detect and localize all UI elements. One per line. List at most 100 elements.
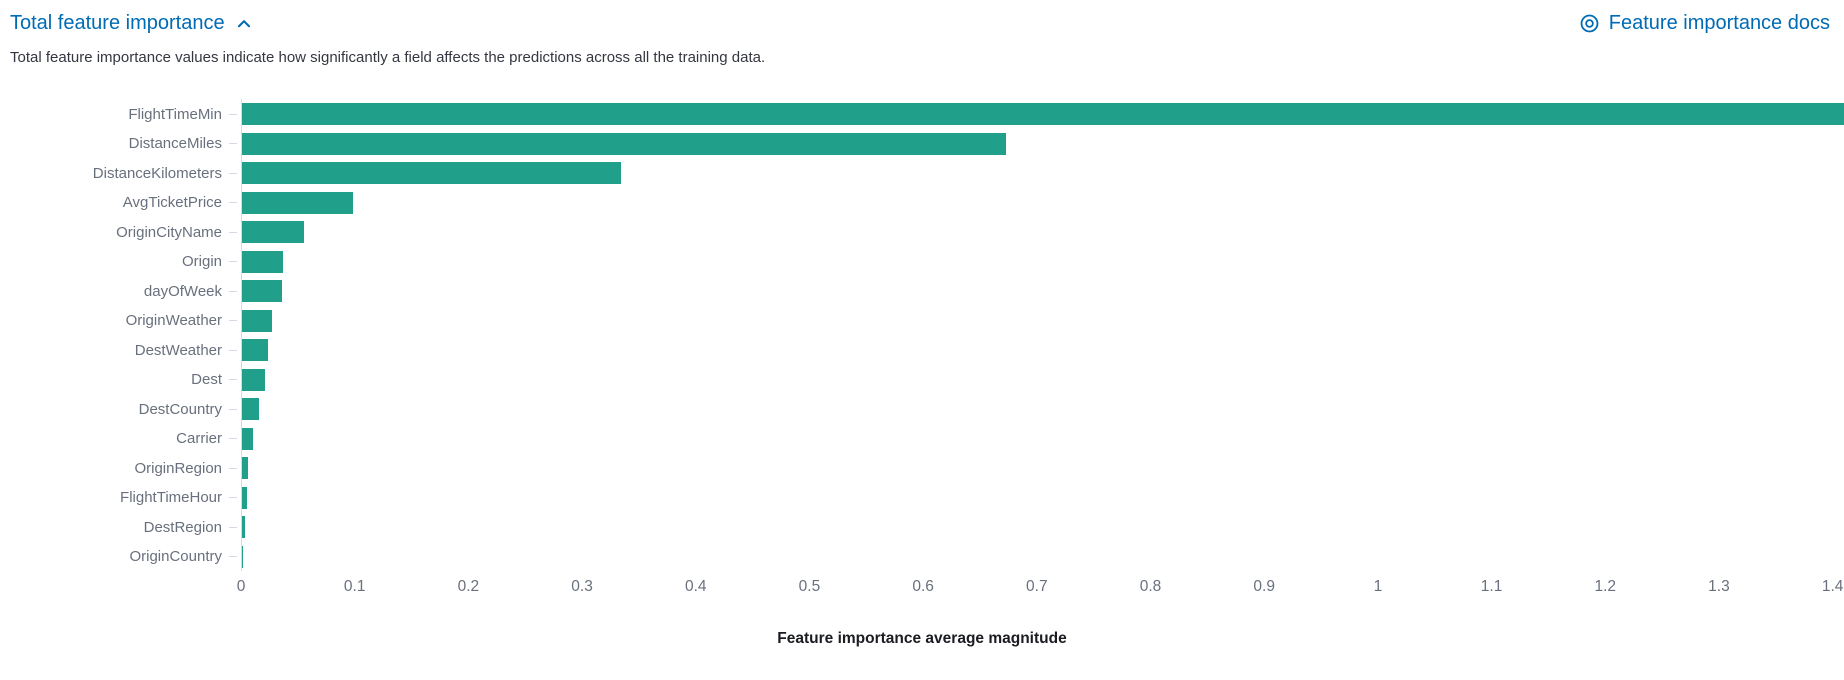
feature-importance-docs-link[interactable]: Feature importance docs xyxy=(1579,12,1830,35)
x-tick-label: 0.6 xyxy=(912,578,934,596)
feature-importance-chart: FlightTimeMin DistanceMiles DistanceKilome… xyxy=(0,99,1844,648)
chevron-up-icon xyxy=(235,15,253,33)
bar-row: Carrier xyxy=(0,423,1844,454)
bar-row: DistanceMiles xyxy=(0,128,1844,159)
x-axis: 0 0.1 0.2 0.3 0.4 0.5 0.6 0.7 0.8 0.9 1 1.1 1.2 1.3 1.… xyxy=(237,578,1844,600)
category-tick-mark xyxy=(229,202,237,203)
category-label: Dest xyxy=(191,371,222,388)
row-plot xyxy=(241,541,1844,572)
row-plot xyxy=(241,335,1844,365)
bar-row: OriginCountry xyxy=(0,541,1844,572)
importance-bar[interactable] xyxy=(242,221,305,243)
row-plot xyxy=(241,99,1844,129)
x-tick-label: 0.5 xyxy=(798,578,821,596)
importance-bar[interactable] xyxy=(242,486,247,509)
row-plot xyxy=(241,158,1844,188)
category-tick-mark xyxy=(229,526,237,528)
bar-row: FlightTimeHour xyxy=(0,482,1844,513)
category-tick-mark xyxy=(229,467,237,469)
docs-link-label: Feature importance docs xyxy=(1608,12,1830,34)
x-tick-label: 0.2 xyxy=(457,578,480,596)
category-tick-mark xyxy=(229,261,237,262)
category-label: AvgTicketPrice xyxy=(122,194,222,211)
bar-row: DestRegion xyxy=(0,512,1844,542)
importance-bar[interactable] xyxy=(242,457,248,479)
importance-bar[interactable] xyxy=(242,368,265,391)
importance-bar[interactable] xyxy=(242,339,269,361)
category-tick-mark xyxy=(229,556,237,557)
row-plot xyxy=(241,482,1844,513)
x-tick-label: 0.1 xyxy=(343,578,366,596)
x-tick-label: 1.2 xyxy=(1594,578,1617,596)
row-plot xyxy=(241,305,1844,336)
x-tick-label: 0 xyxy=(236,578,246,596)
importance-bar[interactable] xyxy=(242,516,246,538)
category-tick-mark xyxy=(229,438,237,439)
section-collapse-toggle[interactable]: Total feature importance xyxy=(10,12,253,35)
category-label: DestCountry xyxy=(138,400,222,418)
bar-row: AvgTicketPrice xyxy=(0,187,1844,218)
bar-row: DestCountry xyxy=(0,394,1844,424)
category-tick-mark xyxy=(229,231,237,233)
x-tick-label: 1 xyxy=(1373,578,1383,596)
importance-bar[interactable] xyxy=(242,309,272,332)
category-label: FlightTimeHour xyxy=(120,489,222,506)
bar-row: dayOfWeek xyxy=(0,276,1844,306)
category-tick-mark xyxy=(229,320,237,321)
category-label: DistanceMiles xyxy=(128,135,222,152)
row-plot xyxy=(241,187,1844,218)
x-axis-title: Feature importance average magnitude xyxy=(777,630,1067,648)
importance-bar[interactable] xyxy=(242,280,282,302)
category-tick-mark xyxy=(229,172,237,174)
importance-bar[interactable] xyxy=(242,162,622,184)
row-plot xyxy=(241,394,1844,424)
section-title: Total feature importance xyxy=(10,12,225,34)
category-label: DestRegion xyxy=(143,518,222,536)
bar-rows: FlightTimeMin DistanceMiles DistanceKilome… xyxy=(0,99,1844,572)
category-label: dayOfWeek xyxy=(143,282,222,300)
category-label: Carrier xyxy=(176,430,222,447)
row-plot xyxy=(241,423,1844,454)
category-tick-mark xyxy=(229,290,237,292)
category-label: OriginCountry xyxy=(129,548,222,565)
category-label: OriginWeather xyxy=(125,312,222,329)
category-label: FlightTimeMin xyxy=(128,105,222,123)
category-label: OriginRegion xyxy=(134,459,222,477)
category-tick-mark xyxy=(229,379,237,380)
importance-bar[interactable] xyxy=(242,132,1006,155)
x-tick-label: 0.9 xyxy=(1253,578,1275,596)
importance-bar[interactable] xyxy=(242,103,1844,125)
row-plot xyxy=(241,246,1844,277)
bar-row: Origin xyxy=(0,246,1844,277)
bar-row: OriginWeather xyxy=(0,305,1844,336)
category-tick-mark xyxy=(229,497,237,498)
bar-row: OriginRegion xyxy=(0,453,1844,483)
x-tick-label: 0.3 xyxy=(571,578,593,596)
x-tick-label: 0.8 xyxy=(1139,578,1162,596)
importance-bar[interactable] xyxy=(242,545,244,568)
x-tick-label: 0.7 xyxy=(1026,578,1048,596)
row-plot xyxy=(241,128,1844,159)
importance-bar[interactable] xyxy=(242,398,260,420)
x-tick-label: 0.4 xyxy=(684,578,707,596)
panel-header: Total feature importance Feature importa… xyxy=(0,10,1844,35)
row-plot xyxy=(241,276,1844,306)
row-plot xyxy=(241,512,1844,542)
category-tick-mark xyxy=(229,143,237,144)
importance-bar[interactable] xyxy=(242,427,254,450)
row-plot xyxy=(241,364,1844,395)
category-label: DistanceKilometers xyxy=(92,164,222,182)
row-plot xyxy=(241,453,1844,483)
category-tick-mark xyxy=(229,349,237,351)
bar-row: DestWeather xyxy=(0,335,1844,365)
importance-bar[interactable] xyxy=(242,191,354,214)
description-text: Total feature importance values indicate… xyxy=(10,49,766,66)
category-tick-mark xyxy=(229,408,237,410)
category-tick-mark xyxy=(229,113,237,115)
bar-row: OriginCityName xyxy=(0,217,1844,247)
x-tick-label: 1.3 xyxy=(1708,578,1730,596)
x-tick-label: 1.1 xyxy=(1480,578,1503,596)
importance-bar[interactable] xyxy=(242,250,283,273)
bar-row: Dest xyxy=(0,364,1844,395)
